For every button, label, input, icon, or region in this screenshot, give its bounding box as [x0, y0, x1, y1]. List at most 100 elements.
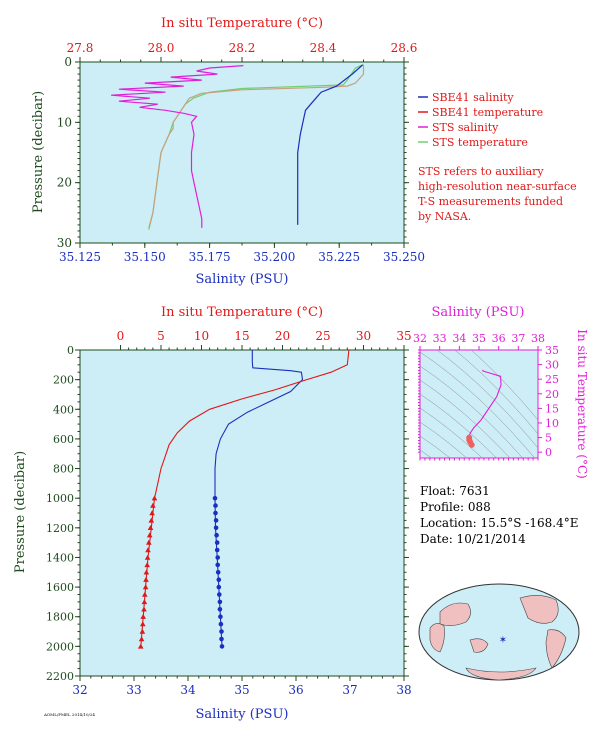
info-date: Date: 10/21/2014: [420, 532, 526, 546]
bottom-series-salinity: [214, 350, 304, 647]
temperature-marker: [147, 525, 154, 530]
ts-temp-tick-label: 25: [545, 373, 559, 386]
bottom-temp-tick-label: 35: [396, 329, 411, 343]
top-axis-ticks: 27.8 28.0 28.2 28.4 28.6 35.125 35.150 35.175 35…: [57, 41, 425, 264]
map-land-antarctica: [465, 667, 537, 681]
temperature-marker: [139, 628, 146, 634]
top-series-sbe41-salinity: [297, 64, 363, 225]
temperature-marker: [142, 591, 148, 597]
ts-density-contour: [436, 350, 538, 449]
top-sal-tick-label: 35.150: [124, 250, 166, 264]
info-float: Float: 7631: [420, 484, 490, 498]
ts-density-contour: [420, 351, 535, 458]
salinity-marker: [213, 525, 219, 531]
bottom-sal-tick-label: 32: [72, 683, 87, 697]
note-line-2: high-resolution near-surface: [418, 180, 577, 193]
ts-series-group: [466, 369, 502, 448]
top-temp-tick-label: 28.0: [148, 41, 175, 55]
bottom-pressure-tick-label: 2000: [46, 640, 74, 653]
legend: SBE41 salinity SBE41 temperature STS sal…: [418, 91, 577, 223]
bottom-pressure-tick-label: 1400: [46, 551, 74, 564]
bottom-pressure-tick-label: 400: [53, 403, 74, 416]
salinity-marker: [214, 540, 220, 545]
bottom-pressure-tick-label: 1800: [46, 611, 74, 624]
bottom-axis-ticks: 0 5 10 15 20 25 30 35 32 33 34 35 36 37 38 0 200 400 600 80…: [46, 329, 412, 697]
bottom-pressure-tick-label: 800: [53, 463, 74, 476]
top-sal-axis-label: Salinity (PSU): [196, 272, 289, 287]
float-info: Float: 7631 Profile: 088 Location: 15.5°…: [420, 484, 578, 546]
ts-density-contour: [420, 421, 468, 458]
ts-temp-tick-label: 5: [545, 432, 552, 445]
salinity-marker: [218, 621, 224, 627]
temperature-marker: [141, 599, 148, 605]
salinity-marker: [212, 495, 218, 501]
top-sal-tick-label: 35.175: [189, 250, 231, 264]
map-land-africa: [429, 623, 445, 653]
top-pressure-tick-label: 20: [57, 176, 72, 190]
top-temp-tick-label: 28.2: [229, 41, 256, 55]
temperature-marker: [137, 643, 144, 649]
bottom-sal-tick-label: 37: [342, 683, 357, 697]
temperature-marker: [148, 517, 155, 523]
bottom-pressure-axis-label: Pressure (decibar): [13, 451, 28, 573]
ts-sal-tick-label: 38: [531, 332, 545, 345]
bottom-pressure-tick-label: 600: [53, 433, 74, 446]
salinity-marker: [217, 599, 223, 605]
ts-temp-tick-label: 20: [545, 388, 559, 401]
info-profile: Profile: 088: [420, 500, 491, 514]
temperature-marker: [151, 495, 158, 501]
ts-temp-tick-label: 30: [545, 359, 559, 372]
footer-credit: AOML/PMEL 2014/10/24: [43, 712, 95, 717]
ts-density-contour: [420, 393, 497, 458]
bottom-pressure-tick-label: 200: [53, 374, 74, 387]
ts-temp-tick-label: 35: [545, 344, 559, 357]
bottom-sal-tick-label: 36: [288, 683, 303, 697]
ts-temp-axis-label: In situ Temperature (°C): [575, 329, 589, 479]
info-location: Location: 15.5°S -168.4°E: [420, 516, 578, 530]
salinity-marker: [213, 503, 218, 508]
bottom-sal-tick-label: 33: [126, 683, 141, 697]
top-pressure-tick-label: 30: [57, 236, 72, 250]
top-sal-tick-label: 35.200: [253, 250, 295, 264]
salinity-marker: [214, 547, 220, 553]
bottom-panel: In situ Temperature (°C) Salinity (PSU) …: [13, 305, 412, 722]
salinity-marker: [215, 555, 220, 560]
map-land-north-america: [519, 595, 559, 624]
top-temp-axis-label: In situ Temperature (°C): [161, 16, 323, 31]
salinity-marker: [214, 532, 219, 538]
ts-sal-tick-label: 35: [472, 332, 486, 345]
ts-temp-tick-label: 10: [545, 417, 559, 430]
top-sal-tick-label: 35.225: [318, 250, 360, 264]
temperature-marker: [140, 613, 146, 619]
ts-density-contours: [420, 350, 538, 458]
legend-label-sbe41-temperature: SBE41 temperature: [432, 106, 543, 119]
bottom-pressure-tick-label: 1600: [46, 581, 74, 594]
ts-density-contour: [420, 365, 523, 458]
salinity-marker: [216, 584, 222, 590]
salinity-marker: [219, 629, 224, 634]
bottom-pressure-tick-label: 1000: [46, 492, 74, 505]
salinity-marker: [217, 607, 223, 612]
ts-sal-tick-label: 36: [492, 332, 506, 345]
note-line-4: by NASA.: [418, 210, 471, 223]
temperature-marker: [143, 569, 150, 575]
bottom-sal-tick-label: 38: [396, 683, 411, 697]
legend-label-sts-salinity: STS salinity: [432, 121, 499, 134]
map-land-australia: [469, 638, 489, 653]
salinity-marker: [213, 510, 218, 516]
temperature-marker: [141, 606, 147, 612]
ts-sal-tick-label: 33: [433, 332, 447, 345]
top-temp-tick-label: 28.4: [310, 41, 337, 55]
temperature-marker: [146, 539, 152, 545]
map-land-asia: [439, 602, 471, 626]
note-line-1: STS refers to auxiliary: [418, 165, 544, 178]
map-land-south-america: [545, 629, 567, 669]
salinity-marker: [213, 518, 219, 523]
top-pressure-tick-label: 0: [64, 55, 72, 69]
ts-sal-tick-label: 34: [452, 332, 466, 345]
top-temp-tick-label: 28.6: [391, 41, 418, 55]
ts-plot-area: [419, 349, 539, 459]
ts-deep-point: [468, 441, 475, 448]
